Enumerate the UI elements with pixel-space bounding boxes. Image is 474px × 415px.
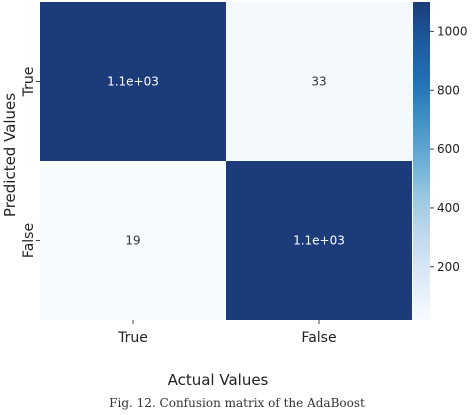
y-axis-label: Predicted Values [1,93,19,217]
colorbar-ticks: 200 400 600 800 1000 [430,24,468,274]
colorbar-tick-label: 400 [437,201,460,215]
colorbar-tick-label: 1000 [437,24,468,38]
heatmap-cell-r0-c1 [226,2,412,161]
heatmap-cells [40,2,412,320]
figure-caption: Fig. 12. Confusion matrix of the AdaBoos… [109,396,365,410]
colorbar [413,2,430,320]
y-axis-ticks: True False [21,67,40,258]
heatmap-cell-r0-c0 [40,2,226,161]
heatmap-cell-r1-c1 [226,161,412,320]
x-axis-label: Actual Values [168,371,269,389]
cell-label-r1-c0: 19 [125,234,140,248]
colorbar-tick-label: 600 [437,142,460,156]
heatmap-cell-labels: 1.1e+03 33 19 1.1e+03 [107,75,345,248]
x-axis-ticks: True False [117,320,337,346]
cell-label-r0-c1: 33 [311,75,326,89]
y-tick-label: False [21,223,37,258]
x-tick-label: True [117,330,148,346]
heatmap-cell-r1-c0 [40,161,226,320]
colorbar-tick-label: 800 [437,83,460,97]
cell-label-r1-c1: 1.1e+03 [293,234,345,248]
y-tick-label: True [21,67,37,98]
x-tick-label: False [301,330,336,346]
colorbar-tick-label: 200 [437,260,460,274]
cell-label-r0-c0: 1.1e+03 [107,75,159,89]
